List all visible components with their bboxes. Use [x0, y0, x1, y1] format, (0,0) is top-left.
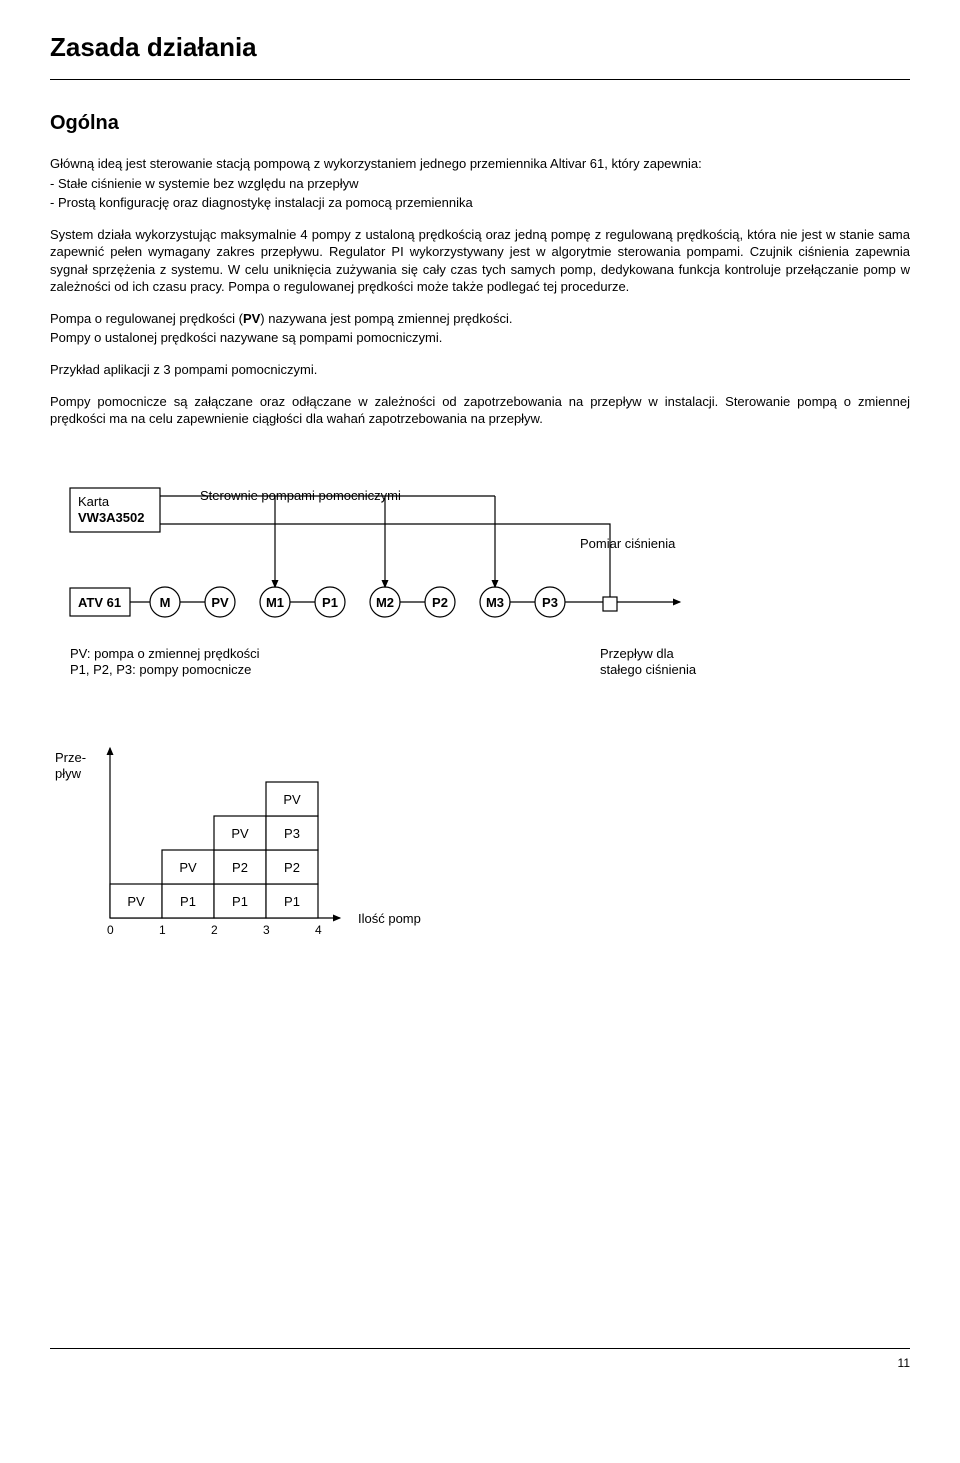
svg-text:0: 0	[107, 923, 114, 937]
svg-text:P2: P2	[232, 860, 248, 875]
svg-text:P1: P1	[284, 894, 300, 909]
svg-text:P3: P3	[542, 595, 558, 610]
svg-text:1: 1	[159, 923, 166, 937]
section-title: Ogólna	[50, 110, 910, 137]
title-divider	[50, 79, 910, 80]
svg-text:VW3A3502: VW3A3502	[78, 510, 144, 525]
bullet-2: - Prostą konfigurację oraz diagnostykę i…	[50, 194, 910, 212]
svg-text:Ilość pomp: Ilość pomp	[358, 911, 421, 926]
chart-svg: Prze-pływ Ilość pomp 0 1 2 3 4 PV P1 PV P1 P2 PV P1 P2…	[50, 738, 470, 948]
svg-text:stałego ciśnienia: stałego ciśnienia	[600, 662, 697, 677]
svg-text:M: M	[160, 595, 171, 610]
svg-text:P2: P2	[284, 860, 300, 875]
svg-text:2: 2	[211, 923, 218, 937]
svg-text:Pomiar ciśnienia: Pomiar ciśnienia	[580, 536, 676, 551]
svg-text:4: 4	[315, 923, 322, 937]
svg-text:PV: PV	[179, 860, 197, 875]
svg-text:PV: PV	[127, 894, 145, 909]
svg-text:ATV 61: ATV 61	[78, 595, 121, 610]
intro-text: Główną ideą jest sterowanie stacją pompo…	[50, 155, 910, 173]
svg-text:P2: P2	[432, 595, 448, 610]
svg-text:M2: M2	[376, 595, 394, 610]
svg-text:P1, P2, P3: pompy pomocnicze: P1, P2, P3: pompy pomocnicze	[70, 662, 251, 677]
svg-text:PV: PV	[283, 792, 301, 807]
bullet-1: - Stałe ciśnienie w systemie bez względu…	[50, 175, 910, 193]
svg-text:Karta: Karta	[78, 494, 110, 509]
svg-text:PV: PV	[211, 595, 229, 610]
para-example: Przykład aplikacji z 3 pompami pomocnicz…	[50, 361, 910, 379]
pump-chart: Prze-pływ Ilość pomp 0 1 2 3 4 PV P1 PV P1 P2 PV P1 P2…	[50, 738, 910, 948]
page-footer: 11	[50, 1348, 910, 1371]
svg-text:Przepływ dla: Przepływ dla	[600, 646, 674, 661]
page-title: Zasada działania	[50, 30, 910, 65]
svg-text:P3: P3	[284, 826, 300, 841]
svg-text:PV: PV	[231, 826, 249, 841]
svg-text:Prze-: Prze-	[55, 750, 86, 765]
svg-text:M3: M3	[486, 595, 504, 610]
para-pv-def: Pompa o regulowanej prędkości (PV) nazyw…	[50, 310, 910, 328]
svg-text:P1: P1	[232, 894, 248, 909]
para-aux-def: Pompy o ustalonej prędkości nazywane są …	[50, 329, 910, 347]
para-system: System działa wykorzystując maksymalnie …	[50, 226, 910, 296]
svg-text:P1: P1	[322, 595, 338, 610]
system-diagram: KartaVW3A3502ATV 61MPVM1P1M2P2M3P3Sterow…	[50, 448, 910, 698]
para-aux-switch: Pompy pomocnicze są załączane oraz odłąc…	[50, 393, 910, 428]
svg-text:P1: P1	[180, 894, 196, 909]
svg-text:PV: pompa o zmiennej prędkości: PV: pompa o zmiennej prędkości	[70, 646, 260, 661]
svg-text:pływ: pływ	[55, 766, 82, 781]
svg-text:M1: M1	[266, 595, 284, 610]
page-number: 11	[898, 1356, 910, 1370]
diagram-svg: KartaVW3A3502ATV 61MPVM1P1M2P2M3P3Sterow…	[50, 448, 830, 698]
svg-text:3: 3	[263, 923, 270, 937]
